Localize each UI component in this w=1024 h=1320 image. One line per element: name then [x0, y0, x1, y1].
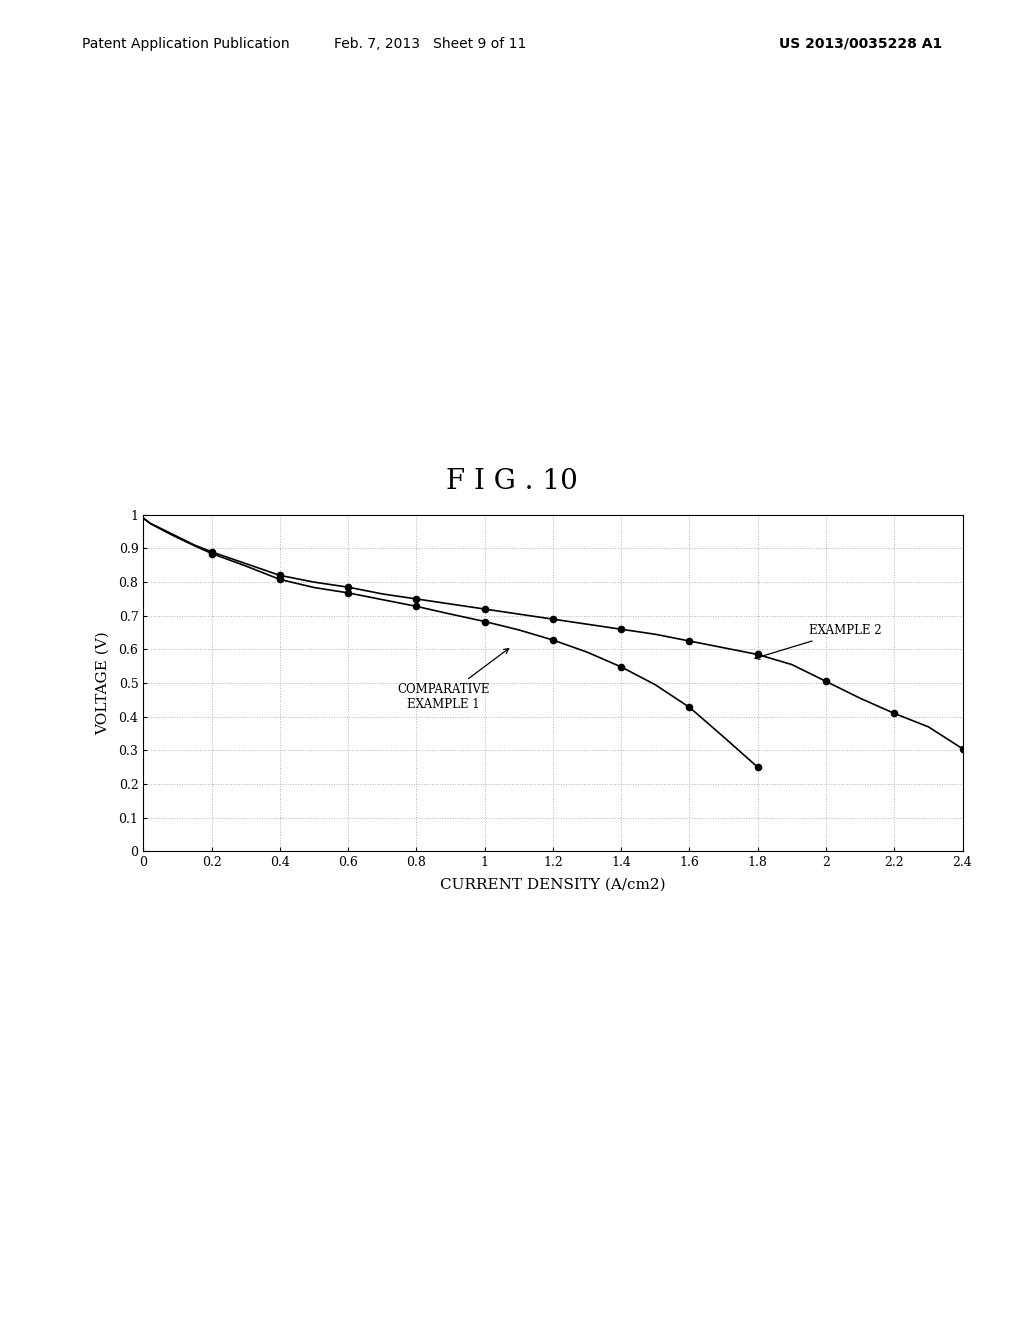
Text: F I G . 10: F I G . 10 — [446, 469, 578, 495]
Text: EXAMPLE 2: EXAMPLE 2 — [755, 624, 882, 659]
Text: US 2013/0035228 A1: US 2013/0035228 A1 — [779, 37, 942, 51]
X-axis label: CURRENT DENSITY (A/cm2): CURRENT DENSITY (A/cm2) — [440, 878, 666, 891]
Text: Feb. 7, 2013   Sheet 9 of 11: Feb. 7, 2013 Sheet 9 of 11 — [334, 37, 526, 51]
Text: Patent Application Publication: Patent Application Publication — [82, 37, 290, 51]
Y-axis label: VOLTAGE (V): VOLTAGE (V) — [96, 631, 111, 735]
Text: COMPARATIVE
EXAMPLE 1: COMPARATIVE EXAMPLE 1 — [397, 648, 509, 711]
